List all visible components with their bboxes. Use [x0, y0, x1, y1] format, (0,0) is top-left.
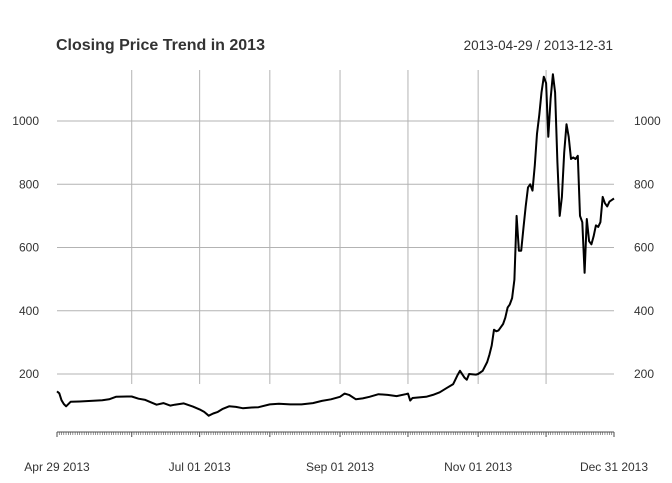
x-axis-labels: Apr 29 2013 Jul 01 2013 Sep 01 2013 Nov 01 … [24, 460, 648, 474]
y-axis-right: 200 400 600 800 1000 [634, 114, 661, 381]
y-axis-left: 200 400 600 800 1000 [12, 114, 39, 381]
x-tick-label: Jul 01 2013 [169, 460, 231, 474]
y-tick-label-left: 1000 [12, 114, 39, 128]
x-tick-label: Nov 01 2013 [444, 460, 512, 474]
y-tick-label-left: 600 [19, 241, 39, 255]
x-axis [56, 431, 615, 437]
x-tick-label: Apr 29 2013 [24, 460, 90, 474]
y-tick-label-right: 200 [634, 367, 654, 381]
y-tick-label-right: 1000 [634, 114, 661, 128]
y-tick-label-left: 400 [19, 304, 39, 318]
y-tick-label-left: 200 [19, 367, 39, 381]
y-tick-label-left: 800 [19, 177, 39, 191]
y-tick-label-right: 800 [634, 177, 654, 191]
chart-title: Closing Price Trend in 2013 [56, 37, 265, 54]
x-tick-label: Sep 01 2013 [306, 460, 374, 474]
series-line [56, 73, 615, 417]
y-tick-label-right: 600 [634, 241, 654, 255]
y-tick-label-right: 400 [634, 304, 654, 318]
grid-lines [57, 70, 614, 384]
x-tick-label: Dec 31 2013 [580, 460, 648, 474]
date-range-label: 2013-04-29 / 2013-12-31 [464, 38, 613, 53]
